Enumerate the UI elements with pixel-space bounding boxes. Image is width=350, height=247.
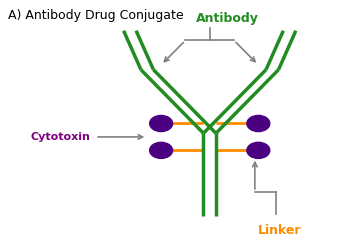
Circle shape xyxy=(247,115,270,132)
Circle shape xyxy=(150,142,173,158)
Circle shape xyxy=(247,142,270,158)
Text: A) Antibody Drug Conjugate: A) Antibody Drug Conjugate xyxy=(8,9,184,22)
Text: Cytotoxin: Cytotoxin xyxy=(30,132,90,142)
Circle shape xyxy=(150,115,173,132)
Text: Antibody: Antibody xyxy=(196,12,259,25)
Text: Linker: Linker xyxy=(257,225,301,237)
